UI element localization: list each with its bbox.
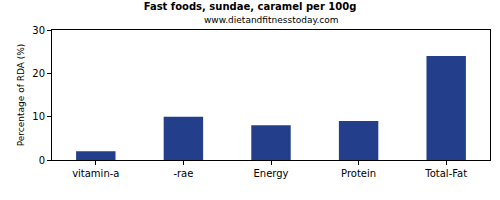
svg-text:Percentage of RDA (%): Percentage of RDA (%) [16,44,26,147]
svg-text:-rae: -rae [173,168,193,179]
svg-text:Energy: Energy [253,168,288,179]
svg-text:30: 30 [32,25,45,36]
svg-text:Fast foods, sundae, caramel pe: Fast foods, sundae, caramel per 100g [144,1,357,12]
svg-text:Protein: Protein [341,168,376,179]
svg-text:vitamin-a: vitamin-a [72,168,119,179]
svg-text:10: 10 [32,111,45,122]
svg-text:0: 0 [39,155,45,166]
svg-text:20: 20 [32,68,45,79]
svg-text:Total-Fat: Total-Fat [424,168,467,179]
svg-text:www.dietandfitnesstoday.com: www.dietandfitnesstoday.com [204,15,339,25]
